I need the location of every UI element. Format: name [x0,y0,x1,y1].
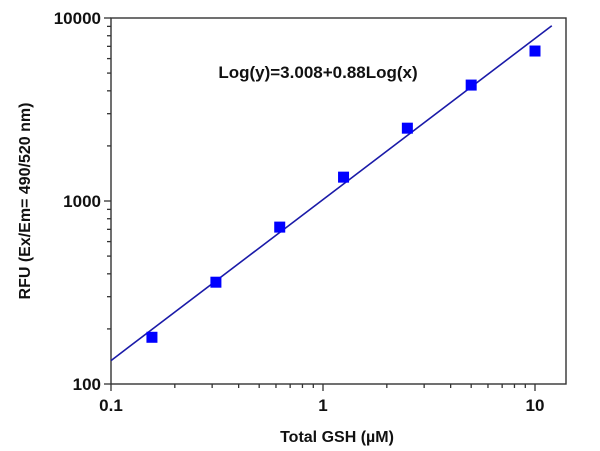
data-point [146,331,158,343]
y-tick-label-1: 1000 [63,192,101,211]
y-tick-labels: 100 1000 10000 [54,9,101,394]
data-point [210,276,222,288]
x-tick-labels: 0.1 1 10 [99,396,544,415]
x-axis-title: Total GSH (µM) [280,429,394,446]
x-tick-label-2: 10 [526,396,545,415]
y-tick-label-0: 100 [73,375,101,394]
regression-line [110,25,553,362]
regression-equation: Log(y)=3.008+0.88Log(x) [218,63,417,82]
data-point [529,45,541,57]
x-tick-label-0: 0.1 [99,396,123,415]
x-axis-ticks [110,384,536,391]
data-point [274,221,286,233]
data-point [338,171,350,183]
data-points [146,45,541,343]
x-tick-label-1: 1 [318,396,327,415]
y-axis-ticks [104,17,111,385]
y-axis-title: RFU (Ex/Em= 490/520 nm) [17,103,34,300]
data-point [401,122,413,134]
data-point [465,79,477,91]
y-tick-label-2: 10000 [54,9,101,28]
